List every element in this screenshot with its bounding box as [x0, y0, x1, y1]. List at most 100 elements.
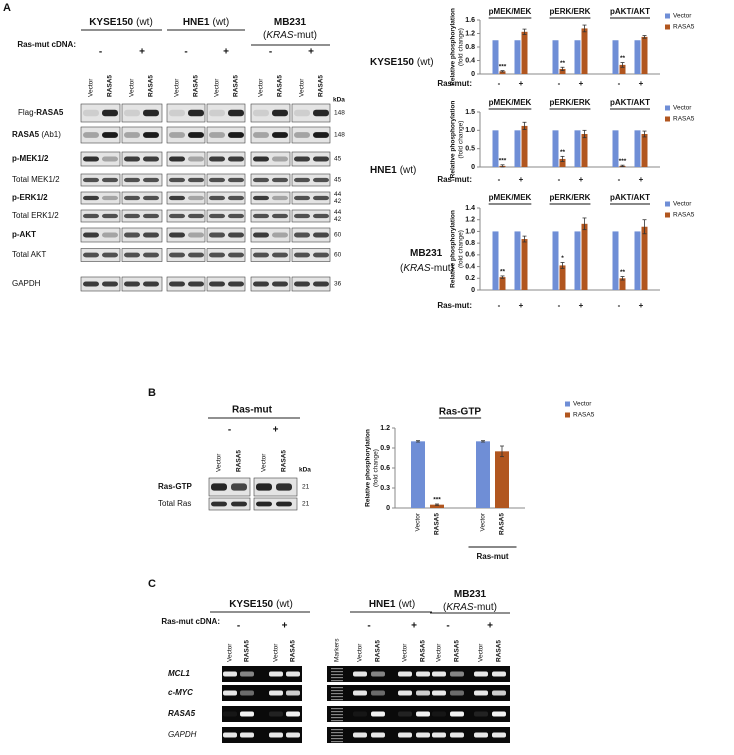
- blot-strip: [250, 248, 291, 262]
- bar: [559, 265, 566, 290]
- condition-label: +: [308, 47, 314, 58]
- gel-band: [371, 711, 385, 717]
- y-axis-label: (fold change): [458, 121, 465, 159]
- cell-line-status-part: KRAS: [266, 30, 294, 41]
- gel-band: [432, 711, 446, 717]
- lane-label: Vector: [216, 453, 223, 472]
- kda-value: 36: [334, 281, 342, 288]
- gel-band: [450, 711, 464, 717]
- bar: [521, 239, 528, 290]
- y-tick-label: 0.6: [465, 252, 475, 259]
- blot-band: [102, 195, 118, 201]
- bar: [514, 40, 521, 74]
- y-tick-label: 1.6: [465, 17, 475, 24]
- blot-band: [228, 252, 244, 258]
- blot-band: [276, 483, 292, 491]
- gel-band: [432, 671, 446, 677]
- bar: [619, 64, 626, 74]
- lane-label: RASA5: [233, 75, 240, 97]
- marker-band: [331, 693, 343, 695]
- gel-strip: [430, 666, 510, 682]
- blot-band: [272, 213, 288, 219]
- gel-band: [416, 671, 430, 677]
- blot-band: [209, 252, 225, 258]
- gel-band: [371, 732, 385, 738]
- y-axis-label: (fold change): [458, 230, 465, 268]
- blot-band: [169, 132, 185, 138]
- blot-strip: [80, 173, 121, 187]
- blot-band: [313, 281, 329, 287]
- x-tick-label: +: [519, 175, 524, 184]
- blot-band: [83, 109, 99, 117]
- blot-strip: [166, 209, 206, 223]
- blot-band: [313, 252, 329, 258]
- markers-label: Markers: [334, 638, 341, 662]
- blot-strip: [250, 227, 291, 243]
- blot-strip: [166, 126, 206, 144]
- row-label-part: Total MEK1/2: [12, 175, 60, 184]
- error-bar: [642, 219, 647, 235]
- blot-strip: [121, 191, 163, 205]
- blot-strip: [80, 209, 121, 223]
- gel-band: [286, 690, 300, 696]
- gel-band: [474, 732, 488, 738]
- blot-band: [231, 483, 247, 491]
- bar: [634, 231, 641, 290]
- gel-band: [398, 711, 412, 717]
- gel-band: [353, 671, 367, 677]
- blot-band: [272, 232, 288, 238]
- blot-band: [143, 132, 159, 138]
- condition-label: +: [273, 425, 279, 436]
- gel-band: [286, 732, 300, 738]
- blot-band: [209, 156, 225, 162]
- gel-strip: [430, 706, 510, 722]
- marker-band: [331, 674, 343, 676]
- bar: [499, 277, 506, 290]
- bar: [612, 40, 619, 74]
- blot-band: [102, 252, 118, 258]
- y-tick-label: 0.6: [380, 465, 390, 472]
- gel-band: [240, 711, 254, 717]
- cell-line-name: MB231: [274, 17, 307, 28]
- gel-strip: [430, 727, 510, 743]
- bar: [499, 71, 506, 74]
- kda-label: kDa: [299, 467, 311, 474]
- gel-band: [269, 732, 283, 738]
- bar: [574, 130, 581, 167]
- lane-label: Vector: [129, 78, 136, 97]
- legend-swatch: [665, 212, 670, 218]
- chart-title: KYSE150 (wt): [370, 57, 434, 68]
- blot-strip: [80, 248, 121, 262]
- error-bar: [500, 445, 504, 458]
- condition-label: +: [139, 47, 145, 58]
- blot-band: [143, 281, 159, 287]
- gel-band: [269, 690, 283, 696]
- blot-band: [188, 232, 204, 238]
- condition-label: -: [228, 425, 231, 436]
- cell-line-status-part: -mut): [294, 30, 317, 41]
- gel-band: [416, 711, 430, 717]
- kda-value: 44: [334, 209, 342, 216]
- blot-band: [143, 177, 159, 183]
- marker-band: [331, 668, 343, 670]
- gel-band: [492, 732, 506, 738]
- cell-line-status: (KRAS-mut): [443, 602, 497, 613]
- bar: [559, 158, 566, 167]
- row-label: RASA5: [168, 709, 196, 718]
- gel-band: [269, 671, 283, 677]
- gel-strip: [222, 685, 302, 701]
- significance: **: [620, 55, 626, 62]
- legend-label: RASA5: [573, 412, 595, 419]
- row-label: Total AKT: [12, 250, 46, 259]
- blot-band: [169, 252, 185, 258]
- blot-band: [124, 177, 140, 183]
- bar: [612, 231, 619, 290]
- y-tick-label: 0: [471, 287, 475, 294]
- bar: [411, 441, 425, 508]
- blot-band: [169, 195, 185, 201]
- gel-band: [371, 690, 385, 696]
- blot-band: [143, 232, 159, 238]
- error-bar: [500, 164, 505, 168]
- bar: [634, 40, 641, 74]
- blot-strip: [208, 477, 251, 497]
